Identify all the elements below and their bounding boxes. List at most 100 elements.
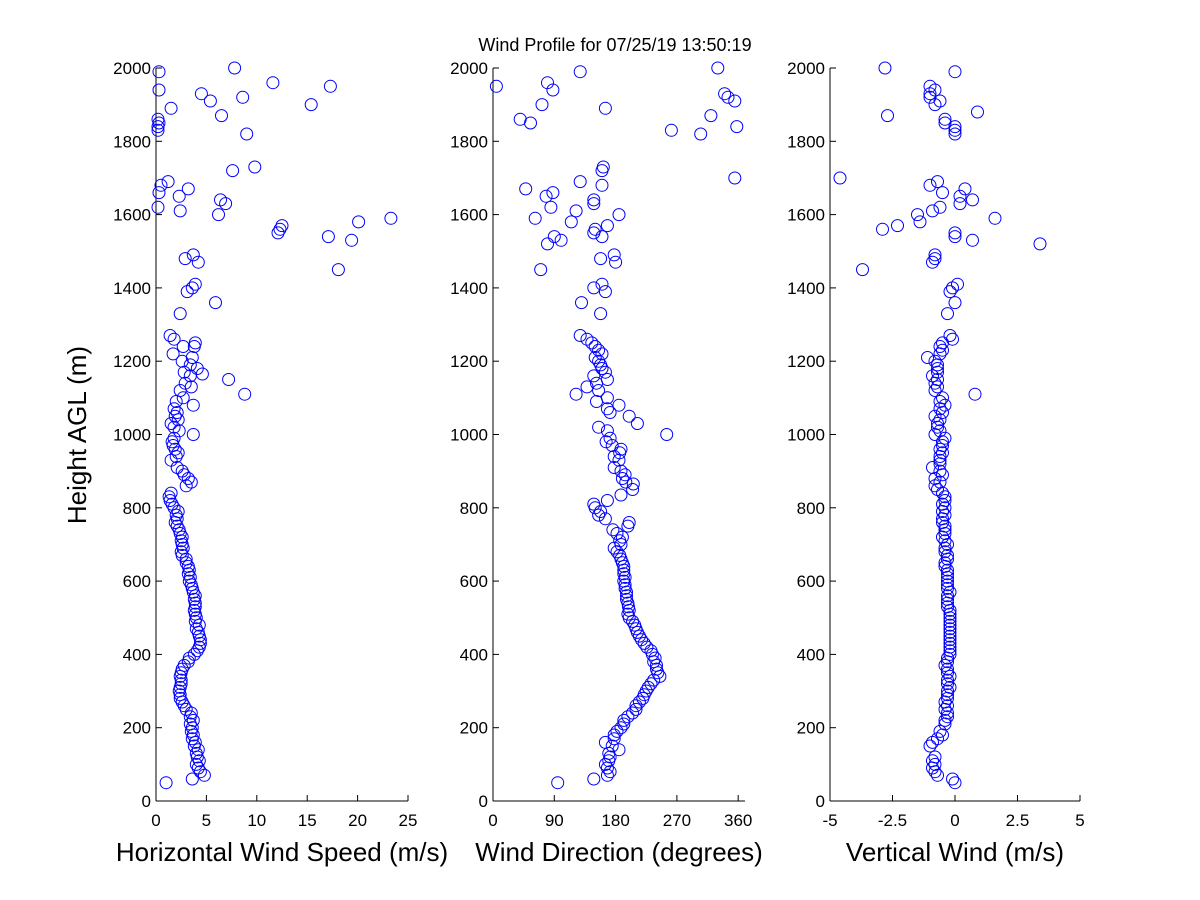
data-point bbox=[933, 395, 947, 408]
data-point bbox=[191, 255, 205, 269]
data-point bbox=[569, 387, 583, 401]
data-point bbox=[547, 230, 561, 244]
data-point bbox=[618, 468, 632, 482]
data-point bbox=[933, 94, 947, 108]
data-point bbox=[170, 406, 184, 419]
data-point bbox=[943, 669, 957, 683]
data-point bbox=[626, 483, 640, 496]
data-point bbox=[598, 365, 612, 379]
data-point bbox=[321, 230, 335, 244]
data-point bbox=[938, 534, 952, 548]
y-tick-label: 1400 bbox=[113, 279, 151, 298]
data-point bbox=[345, 233, 359, 247]
data-point bbox=[173, 307, 187, 321]
y-tick-label: 200 bbox=[123, 719, 151, 738]
y-tick-label: 1600 bbox=[450, 206, 488, 225]
data-point bbox=[694, 127, 708, 141]
data-point bbox=[936, 497, 949, 511]
data-point bbox=[607, 461, 621, 474]
y-tick-label: 600 bbox=[123, 572, 151, 591]
data-point bbox=[588, 340, 602, 353]
data-point bbox=[938, 545, 952, 559]
data-point bbox=[222, 373, 236, 386]
data-point bbox=[718, 87, 732, 101]
data-point bbox=[573, 329, 587, 342]
data-point bbox=[189, 622, 203, 636]
data-point bbox=[181, 559, 195, 573]
data-point bbox=[928, 757, 942, 771]
data-point bbox=[936, 439, 949, 452]
y-tick-label: 1800 bbox=[787, 132, 825, 151]
x-tick-label: 5 bbox=[202, 811, 211, 830]
data-point bbox=[168, 442, 182, 456]
data-point bbox=[214, 193, 227, 207]
data-point bbox=[605, 439, 619, 452]
y-tick-label: 200 bbox=[797, 719, 825, 738]
data-point bbox=[167, 420, 181, 434]
data-point bbox=[209, 296, 222, 310]
x-tick-label: 10 bbox=[247, 811, 266, 830]
data-point bbox=[926, 255, 939, 269]
data-point bbox=[966, 233, 979, 247]
data-point bbox=[933, 464, 947, 478]
data-point bbox=[639, 684, 653, 698]
data-point bbox=[603, 406, 617, 419]
data-point bbox=[186, 248, 200, 262]
y-tick-label: 600 bbox=[797, 572, 825, 591]
data-point bbox=[187, 647, 201, 661]
y-tick-label: 400 bbox=[123, 645, 151, 664]
x-axis-title: Wind Direction (degrees) bbox=[475, 837, 763, 867]
data-point bbox=[941, 563, 954, 577]
data-point bbox=[587, 369, 601, 383]
y-tick-label: 200 bbox=[460, 719, 488, 738]
data-point bbox=[612, 453, 626, 467]
data-point bbox=[191, 761, 205, 775]
data-point bbox=[613, 534, 627, 548]
data-point bbox=[704, 109, 718, 123]
y-tick-label: 1000 bbox=[450, 426, 488, 445]
data-point bbox=[943, 644, 957, 658]
data-point bbox=[618, 581, 632, 595]
data-point bbox=[612, 208, 626, 222]
data-point bbox=[352, 215, 366, 229]
data-point bbox=[626, 477, 640, 491]
data-point bbox=[620, 592, 633, 606]
data-point bbox=[931, 362, 944, 375]
data-point bbox=[943, 622, 957, 636]
data-point bbox=[564, 215, 578, 229]
y-tick-label: 1600 bbox=[787, 206, 825, 225]
data-point bbox=[632, 629, 646, 643]
data-point bbox=[183, 717, 197, 731]
data-point bbox=[938, 658, 952, 672]
data-point bbox=[938, 519, 952, 533]
data-point bbox=[943, 614, 957, 628]
data-point bbox=[605, 739, 619, 753]
data-point bbox=[595, 178, 609, 192]
data-point bbox=[936, 446, 949, 460]
data-point bbox=[539, 189, 553, 203]
data-point bbox=[541, 237, 554, 251]
data-point bbox=[176, 391, 190, 405]
data-point bbox=[178, 252, 192, 266]
data-point bbox=[600, 391, 614, 405]
data-point bbox=[168, 409, 182, 423]
data-point bbox=[617, 717, 631, 731]
data-point bbox=[171, 446, 185, 460]
data-point bbox=[948, 123, 962, 137]
data-point bbox=[943, 647, 957, 661]
data-point bbox=[603, 431, 617, 445]
data-point bbox=[938, 494, 952, 507]
data-point bbox=[194, 87, 208, 101]
data-point bbox=[151, 123, 165, 137]
x-tick-label: 15 bbox=[298, 811, 317, 830]
data-point bbox=[592, 354, 606, 368]
data-point bbox=[384, 211, 398, 225]
data-point bbox=[953, 197, 967, 211]
x-tick-label: -2.5 bbox=[878, 811, 907, 830]
data-point bbox=[551, 776, 565, 790]
x-tick-label: 0 bbox=[488, 811, 497, 830]
data-point bbox=[933, 453, 947, 467]
data-point bbox=[238, 387, 252, 401]
data-point bbox=[926, 735, 939, 749]
x-axis-title: Vertical Wind (m/s) bbox=[846, 837, 1064, 867]
